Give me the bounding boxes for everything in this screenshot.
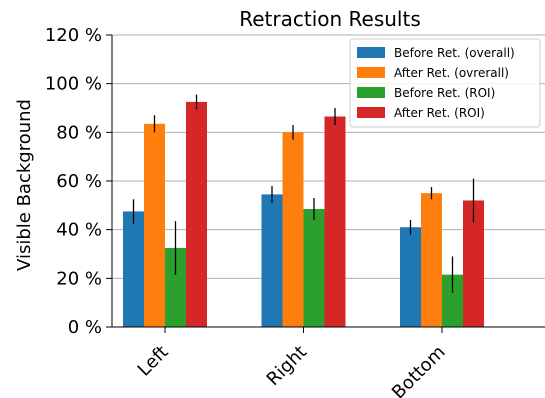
bar xyxy=(400,227,421,327)
legend-label: After Ret. (ovrerall) xyxy=(394,66,509,80)
y-tick-label: 40 % xyxy=(56,220,102,241)
bars xyxy=(123,94,484,328)
x-tick-label: Bottom xyxy=(388,342,450,398)
legend-box xyxy=(349,38,541,128)
legend-swatch xyxy=(357,47,385,58)
bar xyxy=(186,101,207,328)
y-tick-label: 0 % xyxy=(68,317,102,338)
bar xyxy=(123,211,144,327)
x-tick-label: Right xyxy=(263,342,311,390)
bar xyxy=(324,116,346,328)
bar xyxy=(165,247,186,327)
legend-label: After Ret. (ROI) xyxy=(394,106,485,120)
legend-swatch xyxy=(357,67,385,78)
bar xyxy=(463,200,484,327)
y-ticks: 0 % 20 % 40 % 60 % 80 % 100 % 120 % xyxy=(45,25,112,338)
y-tick-label: 100 % xyxy=(45,74,102,95)
y-tick-label: 20 % xyxy=(56,268,102,289)
bar xyxy=(303,208,325,327)
bar xyxy=(282,132,304,327)
legend-label: Before Ret. (overall) xyxy=(394,46,515,60)
chart-title: Retraction Results xyxy=(239,7,421,31)
y-axis-label: Visible Background xyxy=(14,99,35,271)
y-tick-label: 60 % xyxy=(56,171,102,192)
legend-swatch xyxy=(357,107,385,118)
bar xyxy=(421,193,442,327)
bar xyxy=(144,123,165,327)
legend-label: Before Ret. (ROI) xyxy=(394,86,495,100)
y-tick-label: 120 % xyxy=(45,25,102,46)
x-ticks: Left Right Bottom xyxy=(134,327,450,398)
legend: Before Ret. (overall) After Ret. (ovreral… xyxy=(349,38,541,128)
x-tick-label: Left xyxy=(134,342,173,381)
bar xyxy=(261,194,283,327)
y-tick-label: 80 % xyxy=(56,122,102,143)
legend-swatch xyxy=(357,87,385,98)
bar xyxy=(442,274,463,327)
